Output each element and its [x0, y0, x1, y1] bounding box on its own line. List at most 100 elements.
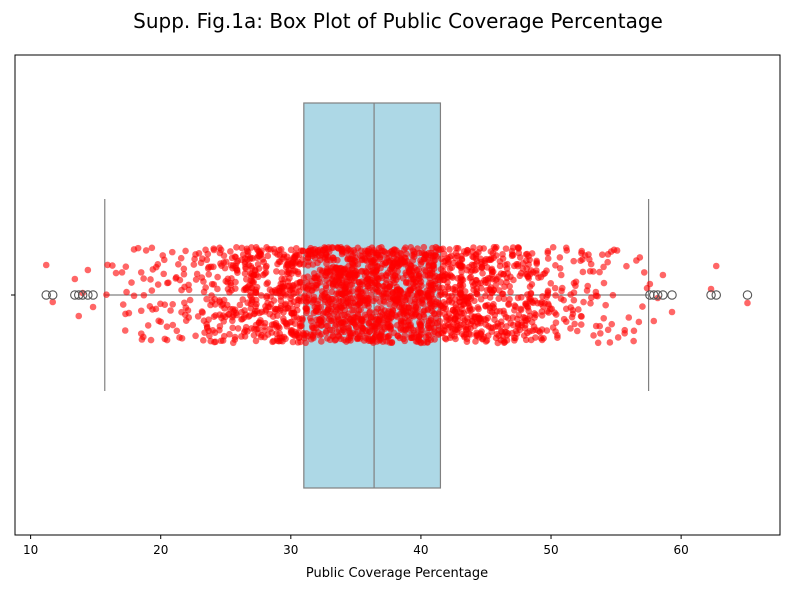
jitter-point [490, 304, 498, 311]
jitter-point [316, 250, 324, 257]
jitter-point [444, 260, 452, 267]
jitter-point [182, 247, 189, 255]
jitter-point [668, 308, 676, 316]
jitter-point [460, 301, 467, 309]
jitter-point [502, 245, 510, 252]
jitter-point [389, 294, 397, 302]
jitter-point [182, 304, 190, 311]
jitter-point [497, 336, 505, 344]
jitter-point [562, 305, 570, 313]
jitter-point [220, 259, 227, 266]
jitter-point [712, 262, 720, 270]
jitter-point [256, 309, 263, 317]
jitter-point [457, 309, 464, 316]
jitter-point [119, 301, 127, 308]
jitter-point [327, 256, 334, 264]
jitter-point [401, 337, 409, 345]
jitter-point [123, 288, 130, 296]
jitter-point [280, 309, 287, 316]
jitter-point [163, 323, 171, 331]
jitter-point [331, 278, 339, 286]
x-axis-label: Public Coverage Percentage [306, 566, 488, 581]
jitter-point [288, 318, 295, 326]
jitter-point [412, 298, 419, 306]
jitter-point [463, 315, 471, 322]
jitter-point [216, 244, 223, 252]
jitter-point [220, 296, 228, 304]
jitter-point [109, 262, 116, 269]
jitter-point [503, 323, 510, 330]
jitter-point [313, 274, 321, 281]
jitter-point [540, 270, 547, 278]
jitter-point [448, 273, 455, 280]
jitter-point [585, 251, 592, 258]
jitter-point [185, 286, 193, 294]
jitter-point [443, 254, 451, 262]
jitter-point [366, 284, 373, 292]
jitter-point [293, 280, 301, 287]
jitter-point [584, 282, 592, 290]
jitter-point [258, 247, 265, 255]
jitter-point [161, 301, 169, 308]
outlier-marker [645, 290, 655, 300]
jitter-point [522, 316, 529, 324]
jitter-point [49, 298, 57, 306]
jitter-point [453, 244, 460, 252]
jitter-point [488, 328, 496, 335]
jitter-point [528, 250, 536, 257]
jitter-point [160, 270, 167, 278]
jitter-point [431, 310, 438, 318]
jitter-point [154, 261, 162, 268]
jitter-point [42, 261, 50, 269]
jitter-point [252, 337, 260, 345]
jitter-point [169, 321, 177, 329]
jitter-point [190, 261, 198, 268]
jitter-point [321, 293, 328, 300]
jitter-point [372, 259, 379, 266]
jitter-point [500, 295, 508, 303]
jitter-point [368, 279, 375, 287]
jitter-point [524, 273, 532, 280]
jitter-point [479, 269, 486, 277]
jitter-point [229, 324, 236, 332]
jitter-point [214, 273, 221, 281]
outlier-marker [47, 290, 58, 300]
jitter-point [446, 265, 454, 272]
jitter-point [358, 278, 366, 285]
jitter-point [347, 247, 354, 254]
outlier-marker [706, 290, 716, 300]
jitter-point [351, 320, 359, 328]
jitter-point [318, 322, 325, 329]
jitter-point [140, 291, 148, 299]
jitter-point [470, 282, 477, 289]
jitter-point [199, 255, 206, 262]
jitter-point [431, 300, 439, 308]
jitter-point [252, 244, 260, 251]
jitter-point [305, 291, 313, 299]
jitter-point [519, 260, 527, 267]
jitter-point [570, 289, 578, 296]
jitter-point [417, 330, 425, 338]
jitter-point [344, 299, 352, 306]
jitter-point [477, 284, 485, 292]
jitter-point [471, 313, 478, 321]
jitter-point [502, 313, 510, 321]
jitter-point [293, 301, 301, 309]
jitter-point [335, 283, 342, 291]
jitter-point [352, 271, 359, 279]
jitter-point [155, 317, 162, 325]
jitter-point [435, 330, 442, 337]
jitter-point [229, 317, 236, 325]
jitter-point [415, 272, 423, 280]
jitter-point [448, 331, 456, 339]
jitter-point [318, 331, 325, 338]
jitter-point [337, 335, 345, 343]
jitter-point [242, 263, 249, 271]
jitter-point [264, 252, 272, 260]
jitter-point [247, 288, 254, 296]
jitter-point [121, 327, 129, 334]
jitter-point [221, 264, 229, 272]
jitter-point [515, 324, 522, 331]
jitter-point [540, 335, 547, 342]
jitter-point [281, 275, 288, 283]
